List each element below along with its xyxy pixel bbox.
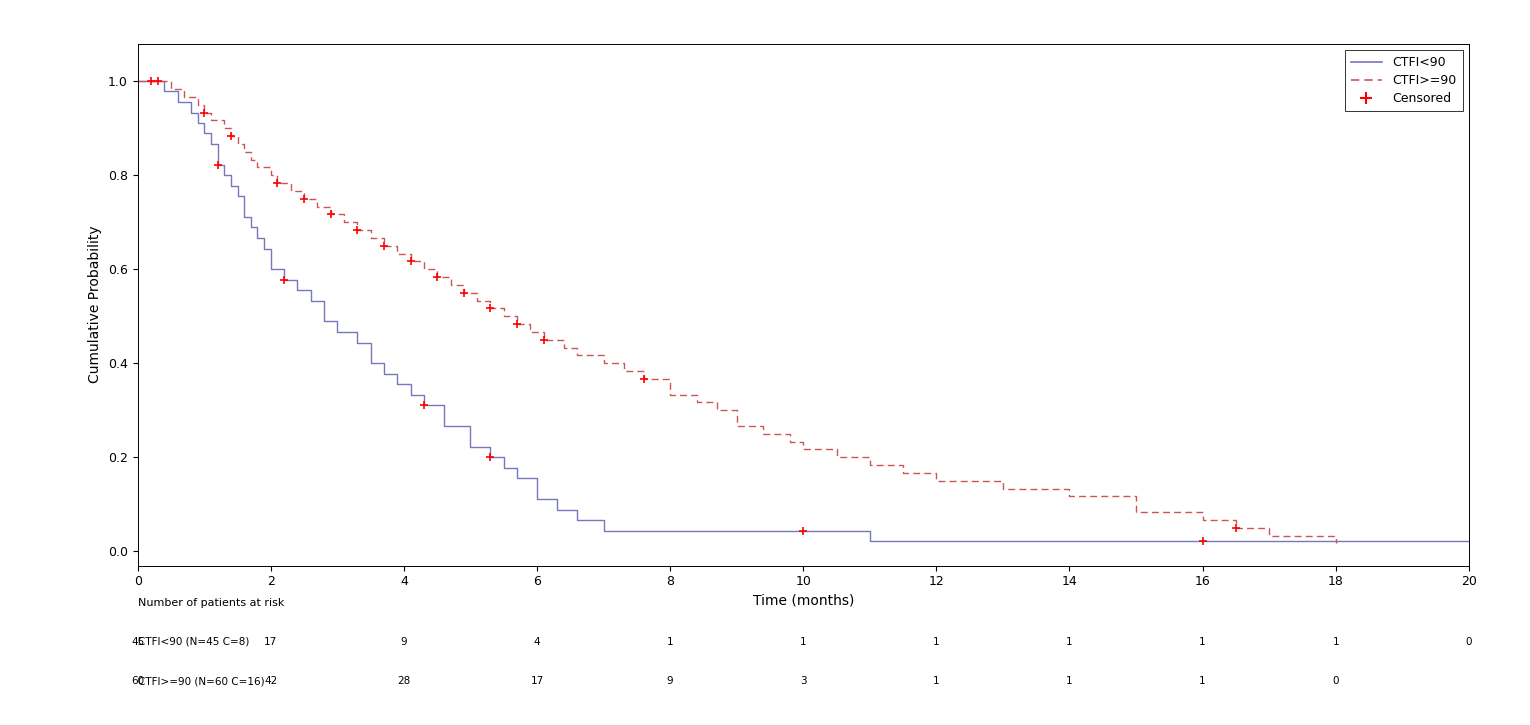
- Text: 45: 45: [132, 637, 144, 647]
- Text: 1: 1: [1066, 637, 1073, 647]
- Text: 0: 0: [1333, 676, 1339, 687]
- Text: 1: 1: [933, 637, 939, 647]
- Text: CTFI<90 (N=45 C=8): CTFI<90 (N=45 C=8): [138, 637, 249, 647]
- Text: 1: 1: [1200, 637, 1206, 647]
- Text: 9: 9: [401, 637, 407, 647]
- Text: 4: 4: [534, 637, 540, 647]
- X-axis label: Time (months): Time (months): [753, 594, 854, 608]
- Text: 17: 17: [265, 637, 277, 647]
- Text: Number of patients at risk: Number of patients at risk: [138, 598, 285, 608]
- Text: 0: 0: [1466, 637, 1472, 647]
- Text: 1: 1: [1066, 676, 1073, 687]
- Text: 28: 28: [398, 676, 410, 687]
- Text: 1: 1: [800, 637, 806, 647]
- Text: 1: 1: [667, 637, 673, 647]
- Text: 9: 9: [667, 676, 673, 687]
- Text: 42: 42: [265, 676, 277, 687]
- Legend: CTFI<90, CTFI>=90, Censored: CTFI<90, CTFI>=90, Censored: [1345, 50, 1463, 111]
- Text: 1: 1: [933, 676, 939, 687]
- Y-axis label: Cumulative Probability: Cumulative Probability: [89, 225, 103, 384]
- Text: CTFI>=90 (N=60 C=16): CTFI>=90 (N=60 C=16): [138, 676, 265, 687]
- Text: 1: 1: [1200, 676, 1206, 687]
- Text: 17: 17: [531, 676, 543, 687]
- Text: 60: 60: [132, 676, 144, 687]
- Text: 1: 1: [1333, 637, 1339, 647]
- Text: 3: 3: [800, 676, 806, 687]
